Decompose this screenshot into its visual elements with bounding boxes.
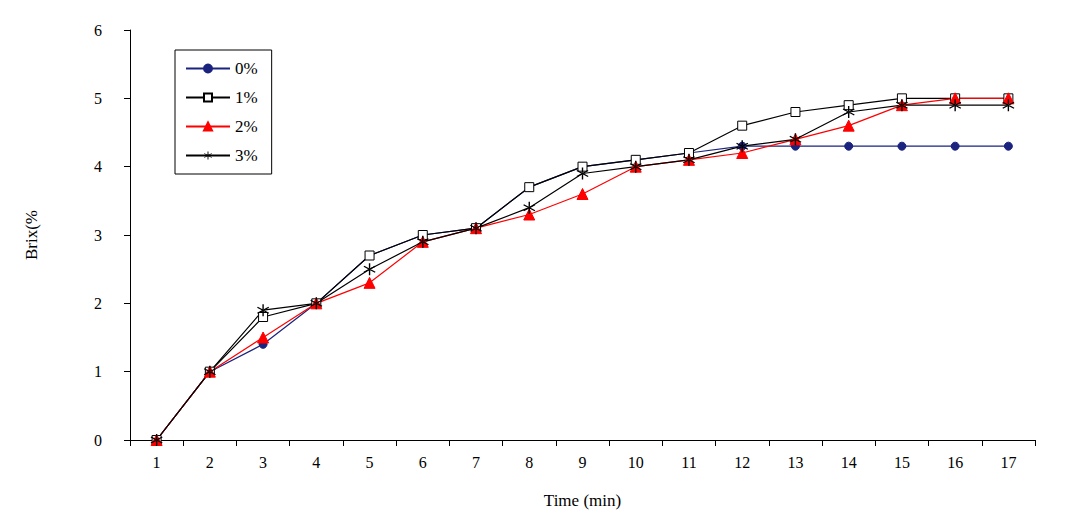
svg-text:6: 6 — [419, 454, 427, 471]
svg-text:0: 0 — [94, 432, 102, 449]
svg-text:10: 10 — [628, 454, 644, 471]
svg-text:1: 1 — [94, 363, 102, 380]
svg-text:3: 3 — [259, 454, 267, 471]
svg-text:Time (min): Time (min) — [544, 491, 621, 510]
svg-text:13: 13 — [787, 454, 803, 471]
svg-text:5: 5 — [94, 90, 102, 107]
svg-text:3: 3 — [94, 227, 102, 244]
svg-text:1%: 1% — [235, 88, 258, 107]
svg-text:7: 7 — [472, 454, 480, 471]
svg-text:9: 9 — [579, 454, 587, 471]
svg-text:2%: 2% — [235, 117, 258, 136]
svg-text:3%: 3% — [235, 146, 258, 165]
svg-text:5: 5 — [366, 454, 374, 471]
svg-text:17: 17 — [1000, 454, 1016, 471]
svg-text:2: 2 — [94, 295, 102, 312]
svg-text:8: 8 — [525, 454, 533, 471]
svg-text:16: 16 — [947, 454, 963, 471]
svg-text:1: 1 — [153, 454, 161, 471]
svg-text:14: 14 — [841, 454, 857, 471]
svg-text:6: 6 — [94, 22, 102, 39]
svg-text:15: 15 — [894, 454, 910, 471]
svg-text:Brix(%: Brix(% — [22, 210, 41, 260]
svg-text:11: 11 — [681, 454, 696, 471]
svg-text:2: 2 — [206, 454, 214, 471]
svg-text:4: 4 — [312, 454, 320, 471]
svg-text:0%: 0% — [235, 59, 258, 78]
svg-text:12: 12 — [734, 454, 750, 471]
svg-text:4: 4 — [94, 158, 102, 175]
